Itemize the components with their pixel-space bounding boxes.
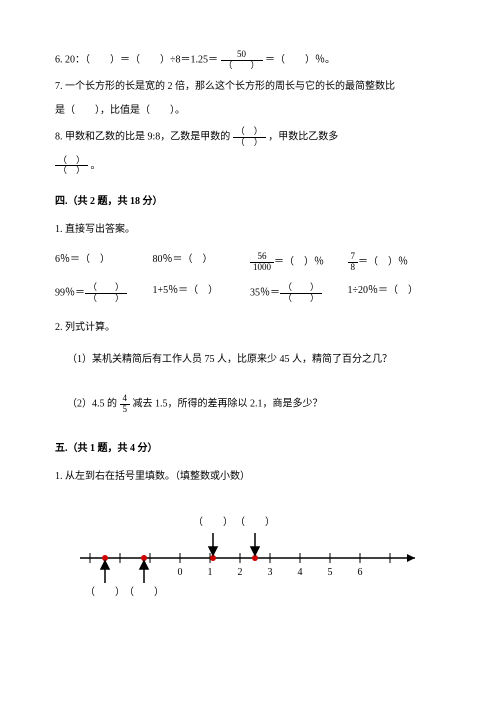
svg-text:5: 5 <box>328 567 333 578</box>
r1d-d: 8 <box>348 263 359 273</box>
q8-mid: ，甲数比乙数多 <box>268 131 338 142</box>
svg-text:（ ）: （ ） <box>85 586 125 598</box>
q6-den: （ ） <box>221 61 263 71</box>
r1c-d: 1000 <box>250 263 274 273</box>
sec5-title: 五.（共 1 题，共 4 分） <box>55 441 445 457</box>
q8-f1d: （ ） <box>233 138 266 148</box>
svg-text:6: 6 <box>358 567 363 578</box>
q7-l1: 7. 一个长方形的长是宽的 2 倍，那么这个长方形的周长与它的长的最简整数比 <box>55 79 445 95</box>
sec4-q2b: （2）4.5 的 4 5 减去 1.5，所得的差再除以 2.1，商是多少？ <box>55 394 445 415</box>
svg-text:（ ）: （ ） <box>124 586 164 598</box>
r2a-pre: 99％＝ <box>55 288 85 299</box>
sec4-row1: 6％＝（ ） 80％＝（ ） 56 1000 ＝（ ）％ 7 8 ＝（ ）％ <box>55 252 445 273</box>
q8-prefix: 8. 甲数和乙数的比是 9:8，乙数是甲数的 <box>55 131 230 142</box>
r2c-d: （ ） <box>280 294 322 304</box>
sec5-q1: 1. 从左到右在括号里填数。（填整数或小数） <box>55 469 445 485</box>
q6-suffix: ＝（ ）％。 <box>265 55 335 66</box>
sec4-row2: 99％＝ （ ） （ ） 1+5％＝（ ） 35％＝ （ ） （ ） 1÷20％… <box>55 283 445 304</box>
q8-tail: （ ） （ ） 。 <box>55 156 445 177</box>
r1c: 56 1000 ＝（ ）％ <box>250 252 348 273</box>
r2c: 35％＝ （ ） （ ） <box>250 283 348 304</box>
q8-f2: （ ） （ ） <box>55 156 88 177</box>
r2a-frac: （ ） （ ） <box>85 283 127 304</box>
svg-text:1: 1 <box>208 567 213 578</box>
svg-text:4: 4 <box>298 567 303 578</box>
sec4-q2a: （1）某机关精简后有工作人员 75 人，比原来少 45 人，精简了百分之几？ <box>55 352 445 368</box>
q2b-d: 5 <box>120 405 131 415</box>
r1b: 80％＝（ ） <box>153 252 251 273</box>
r1a: 6％＝（ ） <box>55 252 153 273</box>
q6-frac: 50 （ ） <box>221 50 263 71</box>
r1c-post: ＝（ ）％ <box>274 257 324 268</box>
q8-f1: （ ） （ ） <box>233 127 266 148</box>
svg-text:0: 0 <box>178 567 183 578</box>
q2b-frac: 4 5 <box>120 394 131 415</box>
r2a-d: （ ） <box>85 294 127 304</box>
sec4-q1: 1. 直接写出答案。 <box>55 222 445 238</box>
r2d: 1÷20％＝（ ） <box>348 283 446 304</box>
q6: 6. 20：（ ）＝（ ）÷8＝1.25＝ 50 （ ） ＝（ ）％。 <box>55 50 445 71</box>
r2a: 99％＝ （ ） （ ） <box>55 283 153 304</box>
r1c-frac: 56 1000 <box>250 252 274 273</box>
r2c-pre: 35％＝ <box>250 288 280 299</box>
svg-text:3: 3 <box>268 567 273 578</box>
svg-text:（ ）: （ ） <box>235 516 275 528</box>
r1d: 7 8 ＝（ ）％ <box>348 252 446 273</box>
r1d-frac: 7 8 <box>348 252 359 273</box>
q7-l2: 是（ ），比值是（ ）。 <box>55 103 445 119</box>
number-line-svg: 0 1 2 3 4 5 6 （ ） （ ） （ ） （ ） <box>70 503 430 598</box>
q8-f2d: （ ） <box>55 166 88 176</box>
q2b-pre: （2）4.5 的 <box>67 399 117 410</box>
svg-text:2: 2 <box>238 567 243 578</box>
svg-text:（ ）: （ ） <box>193 516 233 528</box>
r2c-frac: （ ） （ ） <box>280 283 322 304</box>
r1d-post: ＝（ ）％ <box>358 257 408 268</box>
q2b-post: 减去 1.5，所得的差再除以 2.1，商是多少？ <box>133 399 323 410</box>
sec4-title: 四.（共 2 题，共 18 分） <box>55 194 445 210</box>
q8-suffix: 。 <box>91 160 101 171</box>
r2b: 1+5％＝（ ） <box>153 283 251 304</box>
number-line: 0 1 2 3 4 5 6 （ ） （ ） （ ） （ ） <box>55 503 445 598</box>
sec4-q2: 2. 列式计算。 <box>55 320 445 336</box>
q6-prefix: 6. 20：（ ）＝（ ）÷8＝1.25＝ <box>55 55 218 66</box>
q8: 8. 甲数和乙数的比是 9:8，乙数是甲数的 （ ） （ ） ，甲数比乙数多 <box>55 127 445 148</box>
